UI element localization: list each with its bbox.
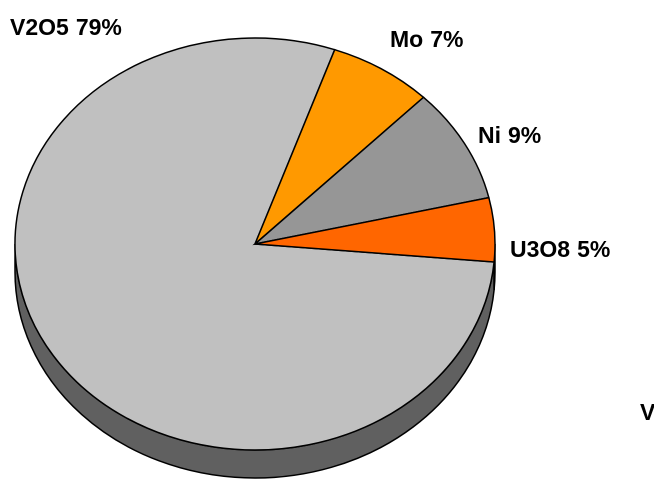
value-label: 79% (76, 14, 122, 40)
category-label: Mo (390, 26, 423, 52)
category-label: V2O5 (10, 14, 69, 40)
pie-slice (254, 196, 496, 263)
value-label: 5% (577, 236, 610, 262)
data-label: Ni 9% (478, 122, 541, 148)
value-label: 7% (430, 26, 463, 52)
category-label: Ni (478, 122, 501, 148)
data-label: Mo 7% (390, 26, 463, 52)
category-label: U3O8 (510, 236, 570, 262)
value-label: 9% (508, 122, 541, 148)
pie-slice (252, 96, 490, 246)
annotation: V (640, 399, 654, 425)
data-label: V2O5 79% (10, 14, 122, 40)
pie-slice (254, 48, 425, 245)
data-label: U3O8 5% (510, 236, 610, 262)
